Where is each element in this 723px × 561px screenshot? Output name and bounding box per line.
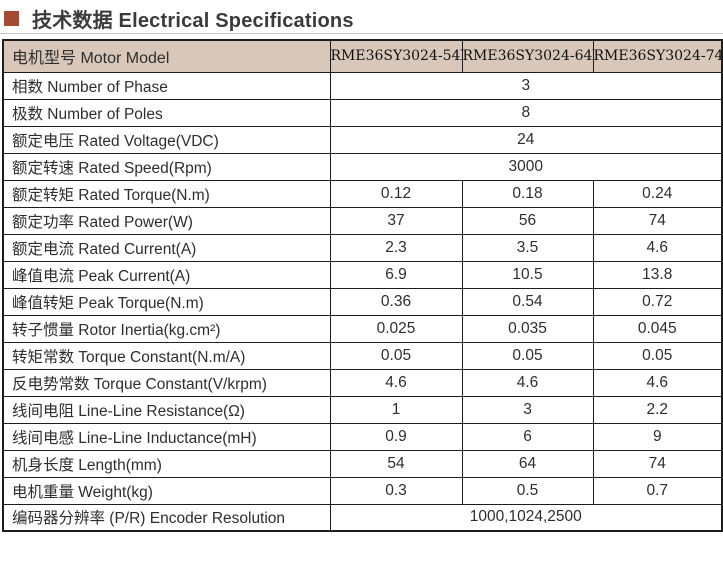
spec-value: 0.05: [461, 341, 594, 370]
spec-value: 0.035: [461, 314, 594, 343]
spec-value: 10.5: [461, 260, 594, 289]
spec-value: 0.36: [329, 287, 463, 316]
spec-value: 4.6: [592, 368, 723, 397]
spec-value: 0.045: [592, 314, 723, 343]
spec-value: 9: [592, 422, 723, 451]
spec-label: 额定转速 Rated Speed(Rpm): [2, 152, 331, 181]
header-divider: [0, 33, 723, 34]
table-row-line-inductance: 线间电感 Line-Line Inductance(mH) 0.9 6 9: [2, 422, 723, 451]
spec-value: 0.18: [461, 179, 594, 208]
motor-model-header-cell: 电机型号 Motor Model: [2, 39, 331, 73]
spec-label: 额定转矩 Rated Torque(N.m): [2, 179, 331, 208]
spec-label: 转矩常数 Torque Constant(N.m/A): [2, 341, 331, 370]
spec-value-span: 8: [329, 98, 723, 127]
spec-value: 56: [461, 206, 594, 235]
spec-label: 额定电压 Rated Voltage(VDC): [2, 125, 331, 154]
table-row-rated-power: 额定功率 Rated Power(W) 37 56 74: [2, 206, 723, 235]
table-row-length: 机身长度 Length(mm) 54 64 74: [2, 449, 723, 478]
spec-value: 37: [329, 206, 463, 235]
spec-value-span: 3000: [329, 152, 723, 181]
table-row-back-emf-constant: 反电势常数 Torque Constant(V/krpm) 4.6 4.6 4.…: [2, 368, 723, 397]
spec-value: 6: [461, 422, 594, 451]
spec-label: 线间电感 Line-Line Inductance(mH): [2, 422, 331, 451]
spec-value: 4.6: [329, 368, 463, 397]
spec-value: 4.6: [592, 233, 723, 262]
spec-label: 机身长度 Length(mm): [2, 449, 331, 478]
table-row-peak-torque: 峰值转矩 Peak Torque(N.m) 0.36 0.54 0.72: [2, 287, 723, 316]
spec-value: 3: [461, 395, 594, 424]
spec-value: 0.3: [329, 476, 463, 505]
spec-value: 0.54: [461, 287, 594, 316]
spec-value: 0.5: [461, 476, 594, 505]
model-column-header-3: RME36SY3024-74X: [592, 39, 723, 73]
spec-label: 线间电阻 Line-Line Resistance(Ω): [2, 395, 331, 424]
table-row-rated-voltage: 额定电压 Rated Voltage(VDC) 24: [2, 125, 723, 154]
spec-value: 0.025: [329, 314, 463, 343]
table-row-rated-current: 额定电流 Rated Current(A) 2.3 3.5 4.6: [2, 233, 723, 262]
spec-value: 4.6: [461, 368, 594, 397]
section-bullet-icon: [4, 10, 19, 26]
section-header: 技术数据 Electrical Specifications: [0, 0, 723, 32]
spec-value: 0.05: [329, 341, 463, 370]
spec-value: 6.9: [329, 260, 463, 289]
spec-value: 2.3: [329, 233, 463, 262]
spec-value: 13.8: [592, 260, 723, 289]
spec-value: 0.05: [592, 341, 723, 370]
table-row-rated-torque: 额定转矩 Rated Torque(N.m) 0.12 0.18 0.24: [2, 179, 723, 208]
spec-value-span: 3: [329, 71, 723, 100]
spec-value: 3.5: [461, 233, 594, 262]
spec-value: 2.2: [592, 395, 723, 424]
table-row-torque-constant: 转矩常数 Torque Constant(N.m/A) 0.05 0.05 0.…: [2, 341, 723, 370]
spec-value: 0.12: [329, 179, 463, 208]
spec-label: 峰值电流 Peak Current(A): [2, 260, 331, 289]
spec-label: 转子惯量 Rotor Inertia(kg.cm²): [2, 314, 331, 343]
spec-value: 74: [592, 206, 723, 235]
page-title: 技术数据 Electrical Specifications: [32, 9, 354, 32]
spec-value: 54: [329, 449, 463, 478]
spec-label: 极数 Number of Poles: [2, 98, 331, 127]
table-row-peak-current: 峰值电流 Peak Current(A) 6.9 10.5 13.8: [2, 260, 723, 289]
table-row-line-resistance: 线间电阻 Line-Line Resistance(Ω) 1 3 2.2: [2, 395, 723, 424]
table-row-poles: 极数 Number of Poles 8: [2, 98, 723, 127]
model-column-header-1: RME36SY3024-54X: [329, 39, 463, 73]
table-row-encoder-resolution: 编码器分辨率 (P/R) Encoder Resolution 1000,102…: [2, 503, 723, 532]
spec-table: 电机型号 Motor Model RME36SY3024-54X RME36SY…: [2, 39, 723, 532]
spec-label: 编码器分辨率 (P/R) Encoder Resolution: [2, 503, 331, 532]
spec-value: 64: [461, 449, 594, 478]
table-row-weight: 电机重量 Weight(kg) 0.3 0.5 0.7: [2, 476, 723, 505]
spec-label: 额定电流 Rated Current(A): [2, 233, 331, 262]
table-row-phase: 相数 Number of Phase 3: [2, 71, 723, 100]
spec-value: 0.9: [329, 422, 463, 451]
spec-value: 0.7: [592, 476, 723, 505]
spec-value-span: 24: [329, 125, 723, 154]
spec-label: 额定功率 Rated Power(W): [2, 206, 331, 235]
spec-label: 电机重量 Weight(kg): [2, 476, 331, 505]
table-row-rotor-inertia: 转子惯量 Rotor Inertia(kg.cm²) 0.025 0.035 0…: [2, 314, 723, 343]
table-header-row: 电机型号 Motor Model RME36SY3024-54X RME36SY…: [2, 39, 723, 73]
spec-label: 反电势常数 Torque Constant(V/krpm): [2, 368, 331, 397]
spec-label: 峰值转矩 Peak Torque(N.m): [2, 287, 331, 316]
spec-label: 相数 Number of Phase: [2, 71, 331, 100]
spec-value: 74: [592, 449, 723, 478]
spec-value: 0.24: [592, 179, 723, 208]
spec-value: 0.72: [592, 287, 723, 316]
spec-value: 1: [329, 395, 463, 424]
table-row-rated-speed: 额定转速 Rated Speed(Rpm) 3000: [2, 152, 723, 181]
model-column-header-2: RME36SY3024-64X: [461, 39, 594, 73]
spec-value-span: 1000,1024,2500: [329, 503, 723, 532]
